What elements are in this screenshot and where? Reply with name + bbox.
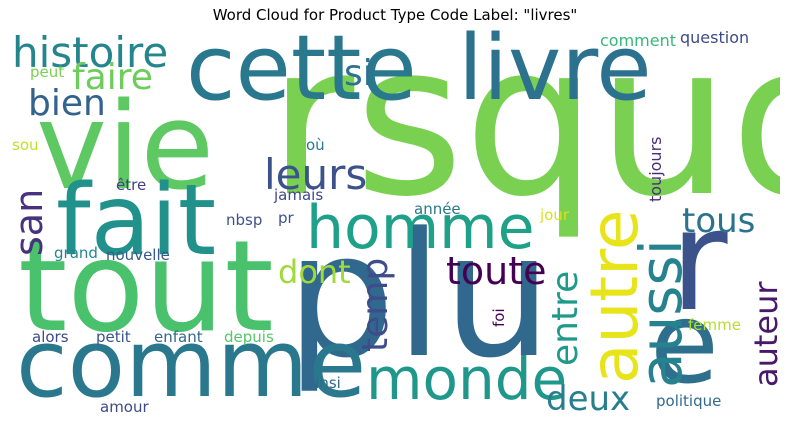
word-19: tous — [682, 201, 756, 241]
word-47: ainsi — [306, 374, 341, 392]
word-1: cette — [186, 30, 417, 121]
word-9: e — [650, 279, 719, 409]
word-32: toujours — [646, 136, 665, 203]
word-35: année — [414, 200, 461, 218]
word-23: san — [10, 188, 51, 256]
word-45: foi — [490, 308, 508, 327]
word-44: depuis — [224, 328, 274, 346]
word-49: politique — [656, 392, 722, 410]
word-6: plu — [286, 195, 552, 396]
word-5: tout — [18, 213, 274, 360]
word-16: leurs — [264, 150, 368, 199]
word-48: amour — [100, 398, 149, 416]
word-28: question — [680, 30, 750, 47]
word-41: alors — [32, 328, 69, 346]
word-34: jamais — [274, 186, 324, 204]
word-33: être — [116, 176, 147, 194]
word-22: aussi — [627, 239, 695, 388]
word-39: grand — [54, 244, 98, 262]
word-4: fait — [56, 164, 217, 278]
word-8: r — [670, 180, 728, 343]
word-26: auteur — [747, 281, 780, 387]
word-42: petit — [96, 328, 131, 346]
word-30: sou — [12, 136, 39, 154]
word-25: entre — [545, 270, 586, 366]
word-11: monde — [366, 345, 568, 413]
word-7: comme — [16, 310, 367, 419]
figure-title: Word Cloud for Product Type Code Label: … — [212, 6, 578, 24]
word-29: peut — [30, 63, 65, 81]
word-18: dont — [278, 253, 351, 291]
word-12: histoire — [12, 30, 169, 77]
word-0: rsquo — [268, 30, 780, 243]
word-24: temp — [355, 257, 396, 352]
word-37: nbsp — [226, 211, 263, 229]
word-17: toute — [446, 249, 547, 293]
word-3: vie — [36, 78, 215, 217]
word-10: homme — [306, 193, 535, 263]
word-46: femme — [688, 316, 741, 334]
word-31: où — [306, 136, 325, 154]
word-40: nouvelle — [106, 246, 170, 264]
word-20: deux — [546, 379, 631, 419]
word-43: enfant — [154, 328, 203, 346]
word-36: jour — [540, 206, 570, 224]
word-14: bien — [28, 83, 106, 124]
word-2: livre — [458, 30, 652, 121]
word-13: faire — [72, 57, 153, 98]
word-27: comment — [600, 31, 677, 50]
word-15: si — [344, 53, 373, 94]
word-38: pr — [278, 209, 294, 227]
